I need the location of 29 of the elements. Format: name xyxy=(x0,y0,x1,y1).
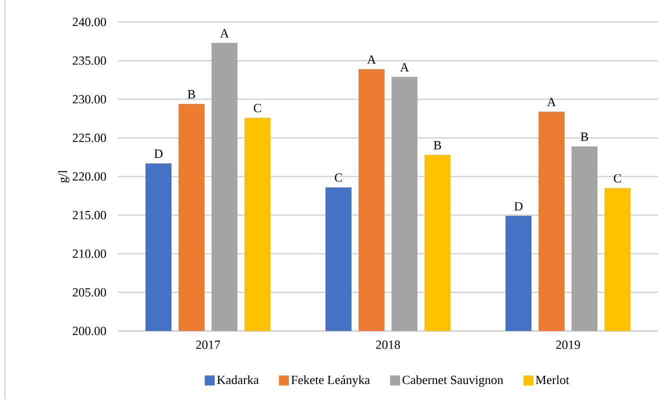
legend-label: Fekete Leányka xyxy=(291,375,370,387)
data-label: A xyxy=(547,98,556,106)
y-tick-label: 200.00 xyxy=(72,326,106,336)
data-label: A xyxy=(400,63,409,72)
data-label: C xyxy=(614,174,621,183)
data-label: D xyxy=(514,202,523,210)
x-tick-label: 2017 xyxy=(196,340,220,349)
y-tick-label: 240.00 xyxy=(72,18,106,26)
data-label: A xyxy=(367,55,376,64)
y-axis-title: g/l xyxy=(58,170,70,183)
data-label: B xyxy=(580,132,588,141)
y-tick-label: 235.00 xyxy=(72,56,106,65)
legend-label: Cabernet Sauvignon xyxy=(402,375,504,387)
y-tick-label: 220.00 xyxy=(72,172,106,181)
data-label: C xyxy=(334,173,342,182)
y-tick-label: 205.00 xyxy=(72,288,106,297)
data-label: B xyxy=(188,90,196,98)
y-tick-label: 215.00 xyxy=(72,210,106,220)
legend-label: Merlot xyxy=(536,375,570,384)
data-label: B xyxy=(434,141,442,150)
y-tick-label: 230.00 xyxy=(72,95,106,104)
legend-label: Kadarka xyxy=(217,375,259,384)
data-label: A xyxy=(220,29,229,38)
y-tick-label: 225.00 xyxy=(72,134,106,142)
x-tick-label: 2019 xyxy=(556,340,580,349)
data-label: C xyxy=(254,104,261,112)
data-label: D xyxy=(154,150,163,158)
y-tick-label: 210.00 xyxy=(72,250,106,258)
x-tick-label: 2018 xyxy=(376,340,400,349)
